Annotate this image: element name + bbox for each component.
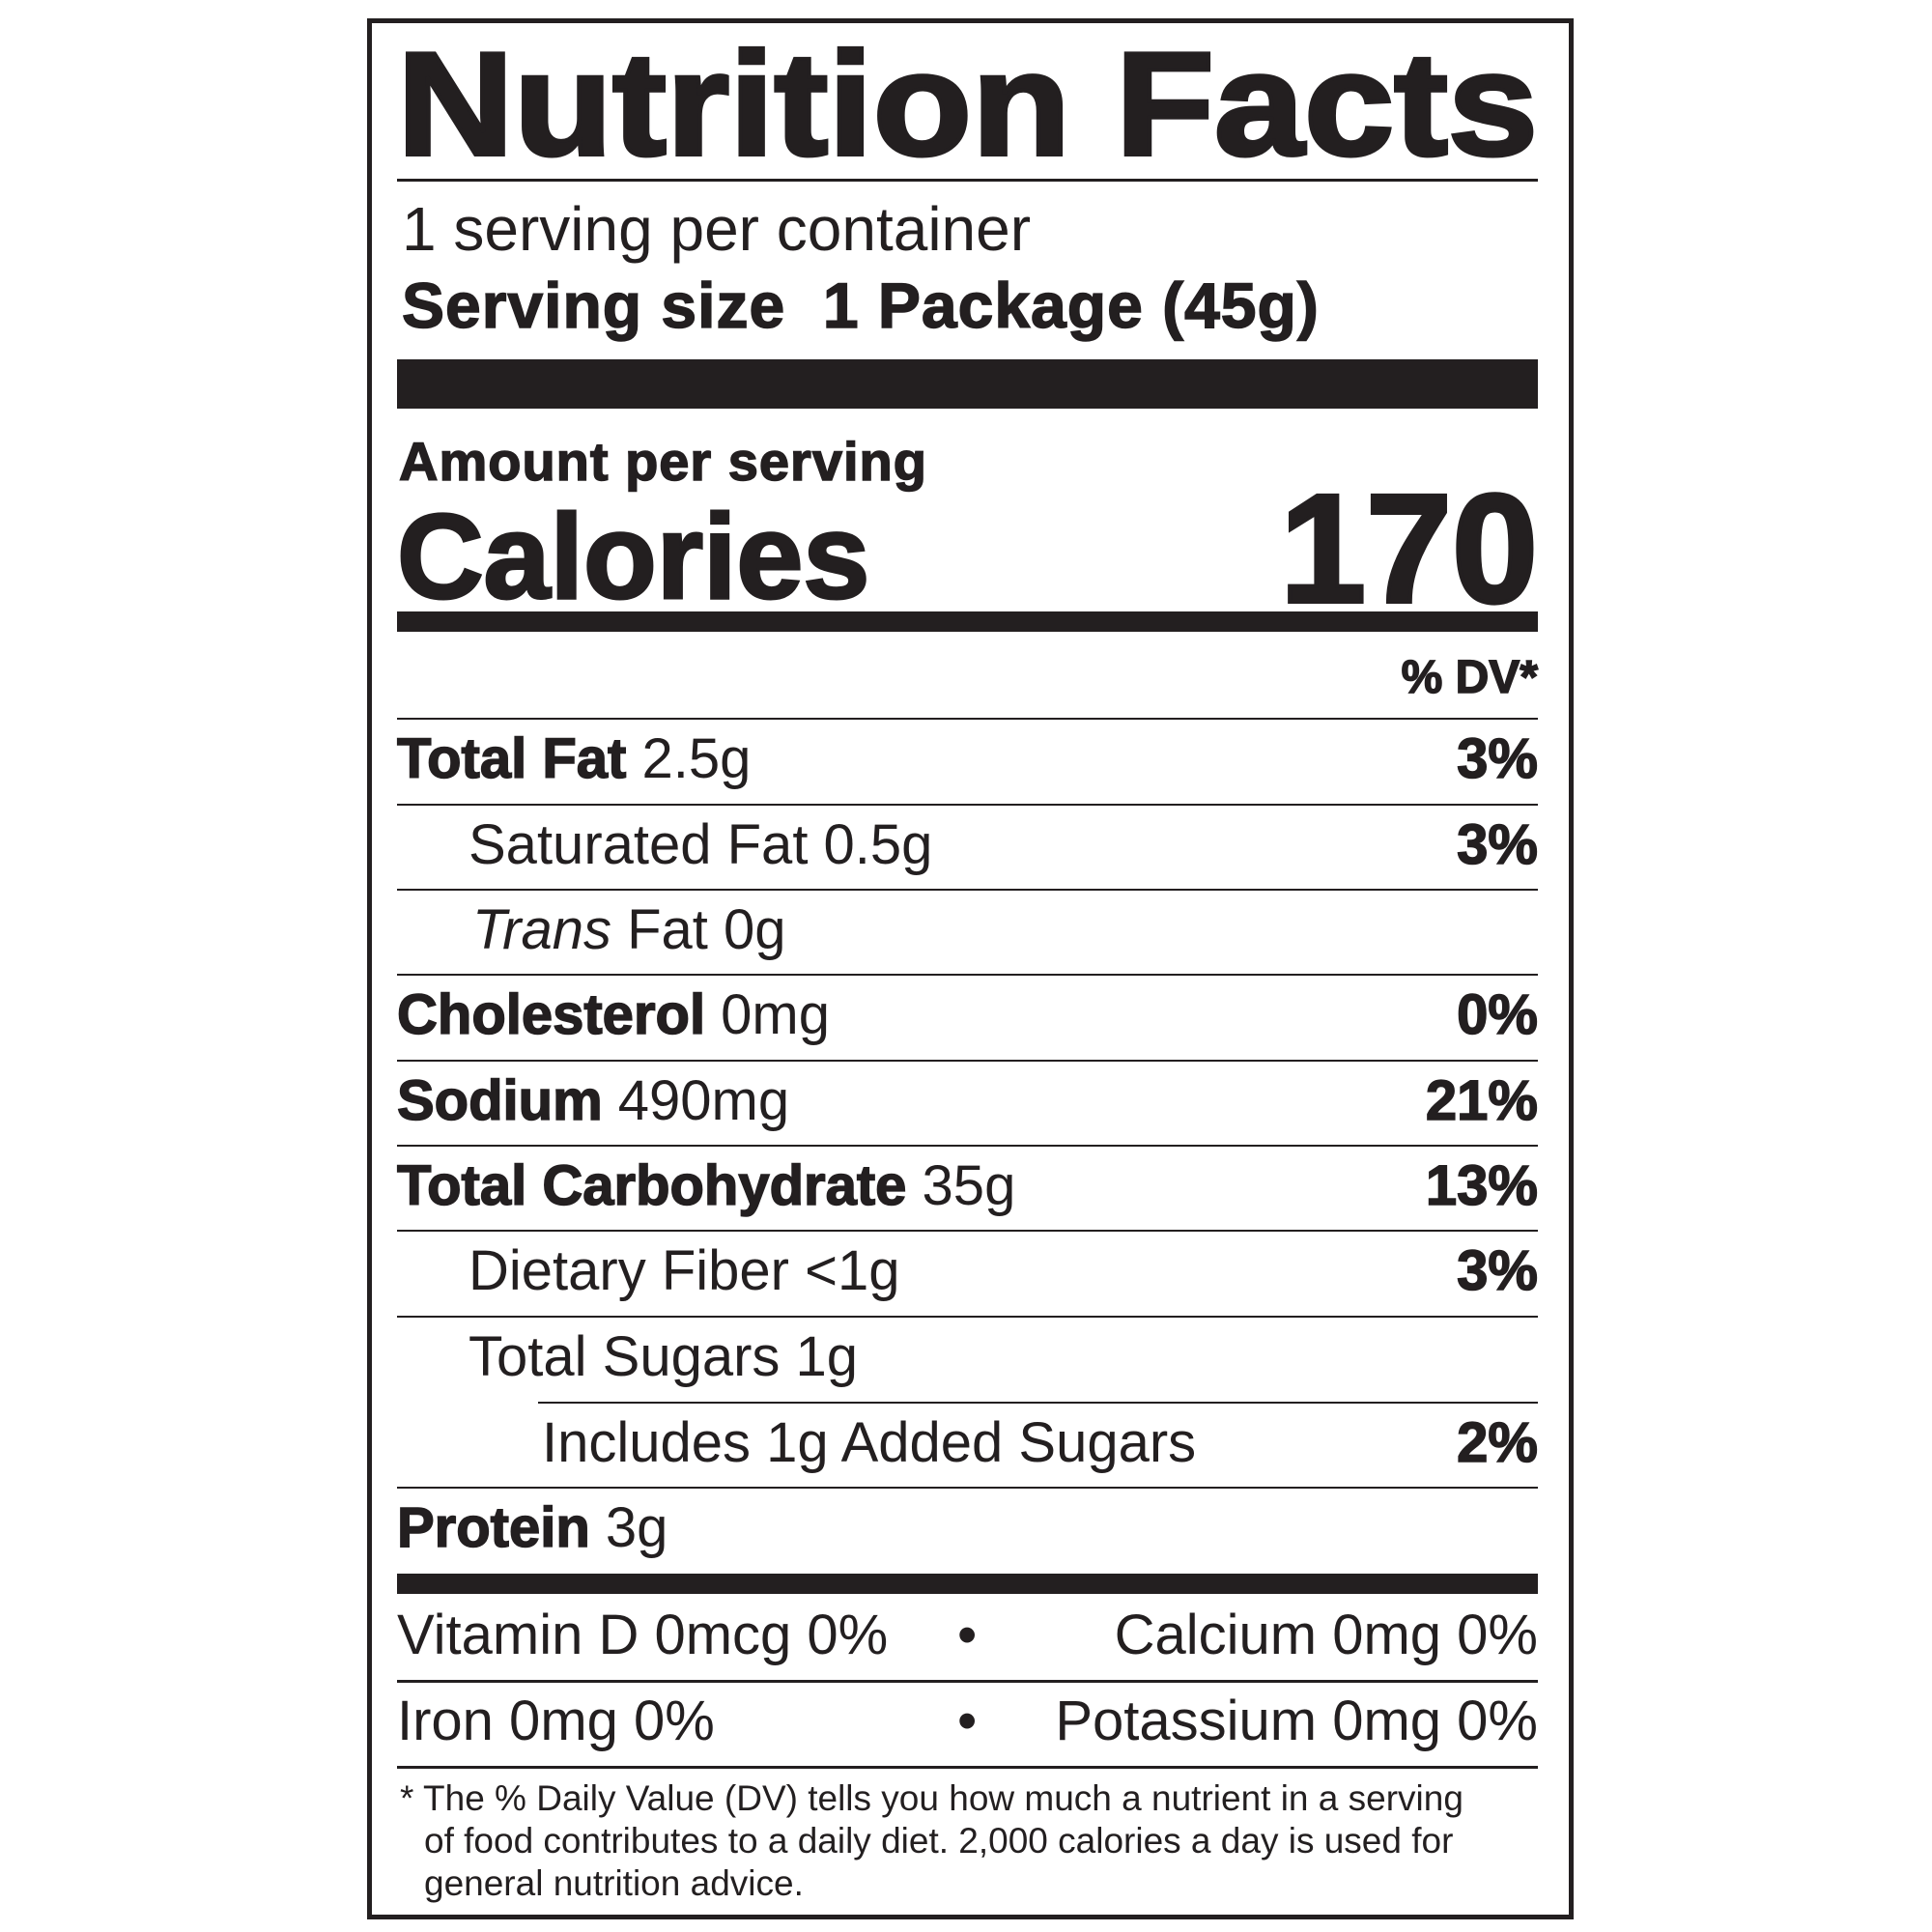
divider (397, 179, 1538, 182)
nutrient-name: Protein (396, 1495, 590, 1560)
divider (397, 1145, 1538, 1147)
row-total-fat: Total Fat 2.5g 3% (396, 720, 1538, 805)
separator-dot: • (957, 1690, 978, 1752)
thick-bar (397, 359, 1538, 409)
servings-per-container: 1 serving per container (402, 194, 1032, 264)
nutrient-amount: 490mg (602, 1069, 790, 1132)
serving-size-value: 1 Package (45g) (822, 270, 1320, 341)
nutrient-amount: Fat 0g (611, 898, 786, 961)
footnote-line: general nutrition advice. (424, 1863, 804, 1903)
nutrient-name: Sodium (396, 1068, 603, 1133)
nutrient-name: Trans (472, 898, 611, 961)
divider (397, 1230, 1538, 1232)
nutrient-dv: 0% (1456, 982, 1538, 1047)
nutrient-dv: 3% (1456, 812, 1538, 877)
footnote-line: * The % Daily Value (DV) tells you how m… (400, 1778, 1463, 1818)
divider (397, 1060, 1538, 1062)
dv-header: % DV* (1401, 652, 1539, 703)
row-saturated-fat: Saturated Fat 0.5g 3% (397, 806, 1539, 891)
nutrition-label-border (367, 18, 1574, 1919)
serving-size: Serving size 1 Package (45g) (401, 272, 1320, 338)
nutrient-amount: 3g (589, 1496, 668, 1559)
row-trans-fat: Trans Fat 0g (397, 891, 1538, 976)
row-added-sugars: Includes 1g Added Sugars 2% (397, 1404, 1539, 1489)
nutrient-dv: 21% (1425, 1068, 1539, 1133)
nutrient-amount: 2.5g (626, 727, 752, 790)
nutrient-amount: Total Sugars 1g (469, 1325, 859, 1388)
divider (397, 1316, 1538, 1318)
medium-bar (397, 1574, 1538, 1594)
serving-size-label: Serving size (401, 270, 786, 341)
divider (397, 974, 1538, 976)
divider (397, 1766, 1538, 1769)
nutrient-dv: 3% (1456, 726, 1538, 791)
nutrient-amount: Includes 1g Added Sugars (542, 1411, 1197, 1474)
divider (397, 804, 1538, 806)
nutrient-name: Cholesterol (396, 982, 706, 1047)
divider (397, 1680, 1538, 1683)
potassium: Potassium 0mg 0% (1055, 1690, 1538, 1752)
iron: Iron 0mg 0% (397, 1690, 715, 1752)
nutrient-name: Total Carbohydrate (396, 1153, 907, 1218)
nutrient-amount: 35g (906, 1154, 1016, 1217)
calcium: Calcium 0mg 0% (1114, 1604, 1538, 1666)
row-cholesterol: Cholesterol 0mg 0% (396, 976, 1538, 1061)
row-total-carbohydrate: Total Carbohydrate 35g 13% (396, 1147, 1539, 1232)
vitamin-d: Vitamin D 0mcg 0% (397, 1604, 889, 1666)
medium-bar (397, 611, 1538, 632)
divider (397, 889, 1538, 891)
nutrient-amount: 0mg (705, 983, 831, 1046)
nutrient-dv: 13% (1425, 1153, 1539, 1218)
nutrient-dv: 2% (1456, 1410, 1538, 1475)
nutrient-name: Total Fat (396, 726, 627, 791)
row-dietary-fiber: Dietary Fiber <1g 3% (397, 1232, 1539, 1317)
nutrient-dv: 3% (1456, 1238, 1538, 1303)
calories-value: 170 (1278, 462, 1540, 635)
divider (397, 1487, 1538, 1489)
footnote-line: of food contributes to a daily diet. 2,0… (424, 1821, 1454, 1861)
title-text: Nutrition Facts (397, 39, 1538, 164)
calories-label: Calories (395, 491, 870, 624)
row-vitamins-1: Vitamin D 0mcg 0% • Calcium 0mg 0% (397, 1596, 1538, 1681)
divider (538, 1402, 1538, 1404)
title: Nutrition Facts (397, 39, 1538, 164)
divider (397, 718, 1538, 720)
nutrient-amount: Saturated Fat 0.5g (469, 813, 933, 876)
row-protein: Protein 3g (396, 1489, 1538, 1574)
nutrient-amount: Dietary Fiber <1g (469, 1239, 900, 1302)
row-vitamins-2: Iron 0mg 0% • Potassium 0mg 0% (397, 1682, 1538, 1767)
row-sodium: Sodium 490mg 21% (396, 1062, 1539, 1147)
amount-per-serving: Amount per serving (398, 431, 927, 492)
row-total-sugars: Total Sugars 1g (397, 1318, 1538, 1403)
separator-dot: • (957, 1604, 978, 1666)
